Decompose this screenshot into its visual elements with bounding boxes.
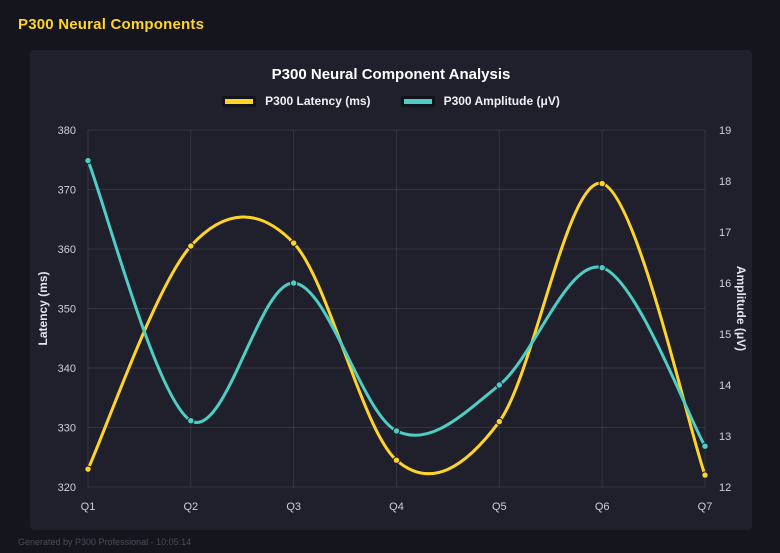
right-axis-tick-label: 13 [719,431,731,443]
chart-legend: P300 Latency (ms) P300 Amplitude (μV) [30,94,752,108]
amplitude-data-point [289,279,298,287]
line-chart: 320 330 340 350 360 370 380 12 13 14 15 16 17 18 19 Q1 Q… [36,125,748,513]
chart-panel: P300 Neural Component Analysis P300 Late… [30,50,752,530]
latency-data-point [187,242,195,250]
right-axis-tick-label: 16 [719,278,731,290]
latency-legend-swatch [222,95,257,107]
right-axis-title: Amplitude (μV) [734,266,748,351]
chart-title: P300 Neural Component Analysis [271,66,511,83]
x-axis-tick-label: Q7 [698,501,713,513]
latency-data-point [392,456,401,464]
left-axis-tick-label: 370 [58,185,76,197]
left-axis-tick-label: 320 [58,482,76,494]
latency-data-point [598,179,606,188]
right-axis-tick-label: 17 [719,227,731,239]
latency-data-point [495,417,504,426]
left-axis-tick-label: 330 [58,423,76,435]
footer-text: Generated by P300 Professional - 10:05:1… [18,537,192,547]
amplitude-data-point [701,442,709,450]
left-axis-tick-label: 360 [58,244,76,256]
right-axis-tick-label: 19 [719,125,731,137]
amplitude-legend-swatch [400,95,435,107]
amplitude-data-point [392,427,401,435]
amplitude-data-point [598,264,606,272]
page-title: P300 Neural Components [18,16,205,33]
amplitude-data-point [495,381,504,389]
x-axis-tick-label: Q5 [492,501,507,513]
left-axis-tick-label: 380 [58,125,76,137]
legend-item-latency[interactable]: P300 Latency (ms) [222,94,371,108]
right-axis-tick-label: 18 [719,176,731,188]
x-axis-tick-label: Q6 [595,501,610,513]
latency-data-point [289,239,298,247]
legend-item-amplitude[interactable]: P300 Amplitude (μV) [400,94,560,108]
amplitude-data-point [84,156,92,165]
right-axis-tick-label: 14 [719,380,731,392]
latency-data-point [701,471,709,479]
latency-data-point [84,465,92,473]
amplitude-data-point [187,417,195,425]
x-axis-tick-label: Q3 [286,501,301,513]
x-axis-tick-label: Q1 [81,501,96,513]
left-axis-tick-label: 350 [58,304,76,316]
left-axis-tick-label: 340 [58,363,76,375]
amplitude-legend-label: P300 Amplitude (μV) [443,94,560,108]
left-axis-title: Latency (ms) [36,271,50,345]
x-axis-tick-label: Q2 [183,501,198,513]
right-axis-tick-label: 12 [719,482,731,494]
right-axis-tick-label: 15 [719,329,731,341]
latency-legend-label: P300 Latency (ms) [265,94,371,108]
x-axis-tick-label: Q4 [389,501,404,513]
